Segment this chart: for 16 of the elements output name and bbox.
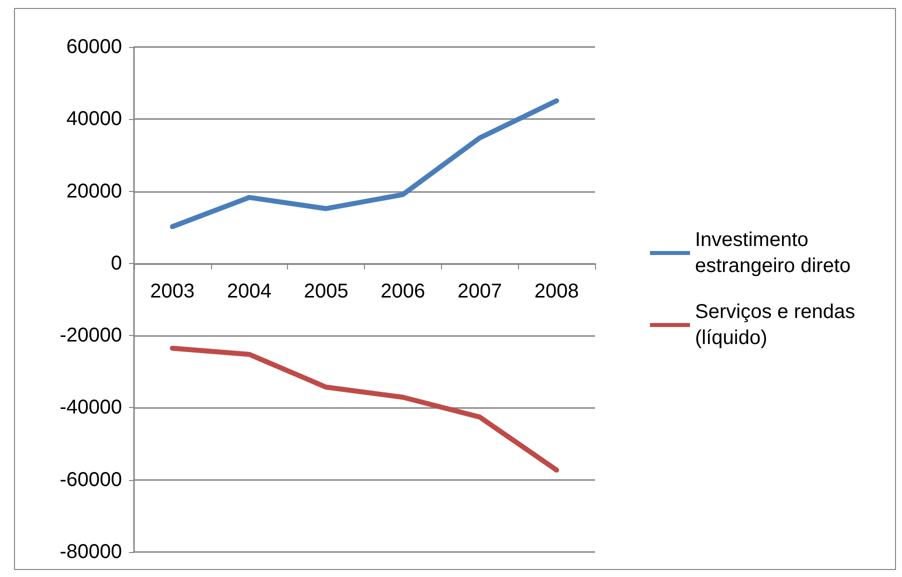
- legend-label: Investimento estrangeiro direto: [695, 229, 851, 277]
- legend-label: Serviços e rendas (líquido): [695, 301, 861, 349]
- x-tick-label: 2006: [380, 280, 426, 302]
- y-tick-label: -80000: [60, 541, 122, 563]
- y-tick-label: 0: [110, 252, 122, 274]
- x-tick-label: 2007: [458, 280, 502, 302]
- y-tick-label: 40000: [66, 108, 122, 130]
- y-tick-label: -40000: [60, 396, 122, 419]
- x-tick-label: 2003: [150, 280, 195, 302]
- x-tick-label: 2008: [534, 280, 579, 302]
- y-tick-label: 20000: [66, 180, 122, 202]
- y-tick-label: -60000: [60, 468, 122, 491]
- x-tick-label: 2005: [304, 280, 348, 302]
- x-tick-label: 2004: [227, 280, 272, 302]
- y-tick-label: -20000: [60, 324, 122, 347]
- y-tick-label: 60000: [66, 36, 122, 58]
